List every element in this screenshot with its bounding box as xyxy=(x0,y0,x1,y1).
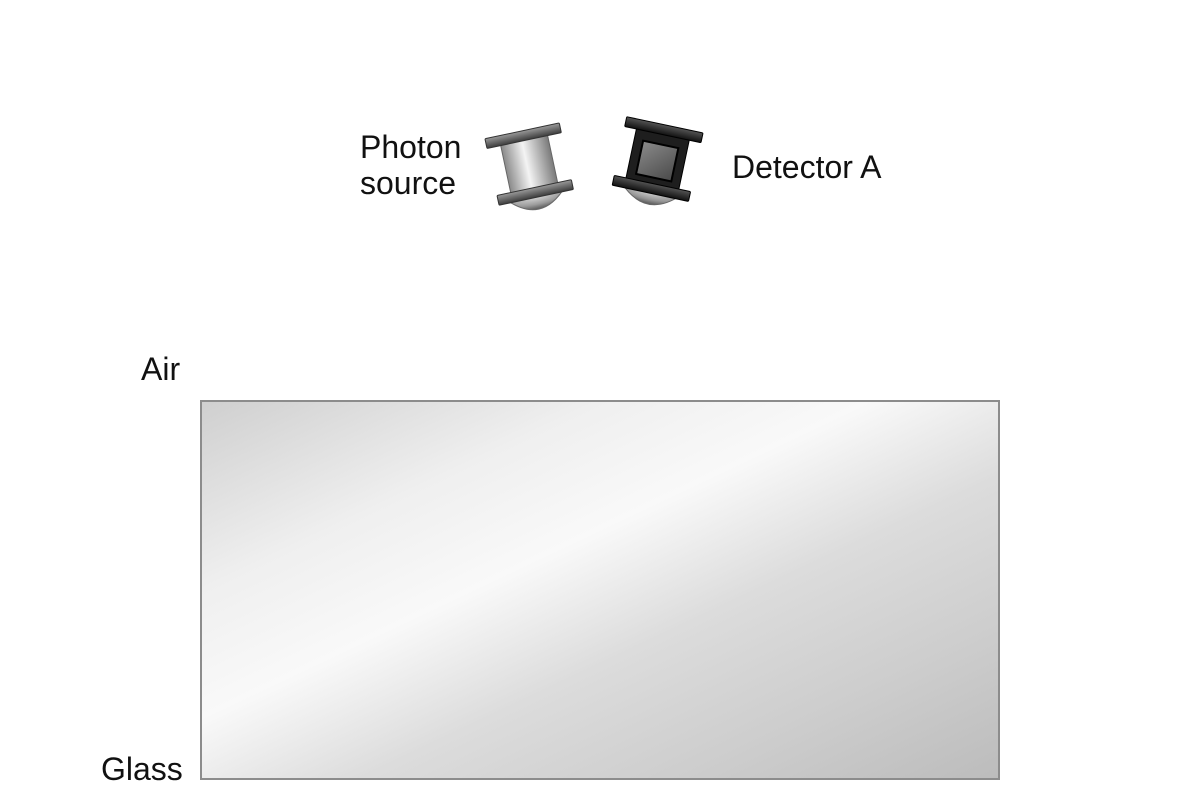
photon-source-label-line1: Photon xyxy=(360,129,462,165)
photon-source-icon xyxy=(484,122,574,211)
glass-block xyxy=(200,400,1000,780)
photon-source-label-line2: source xyxy=(360,165,457,201)
glass-label: Glass xyxy=(101,751,183,787)
air-label: Air xyxy=(141,351,181,387)
detector-a-label: Detector A xyxy=(732,149,882,185)
detector-a-icon xyxy=(611,116,704,206)
photon-source-label: Photon source xyxy=(360,129,461,201)
